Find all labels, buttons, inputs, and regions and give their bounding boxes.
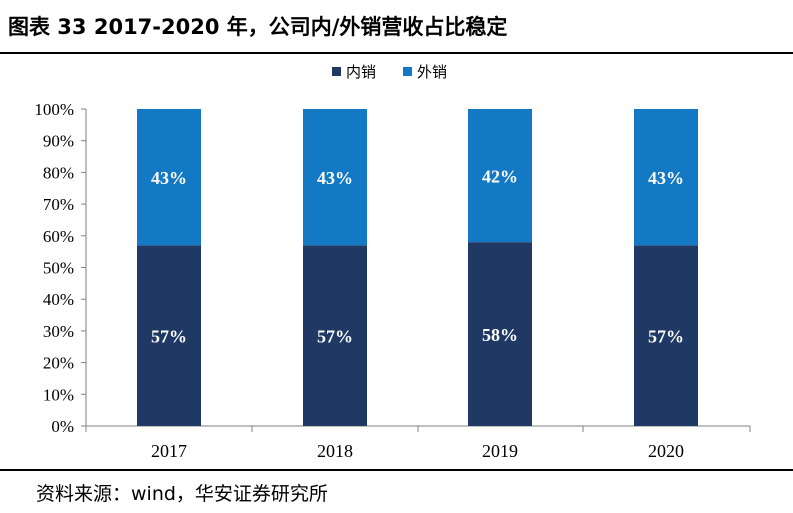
y-tick-label: 0% <box>51 417 74 436</box>
x-tick-label: 2018 <box>317 441 353 461</box>
bar-domestic <box>468 242 532 426</box>
bar-export <box>634 109 698 246</box>
y-tick-label: 70% <box>43 195 74 214</box>
chart-title: 图表 33 2017-2020 年，公司内/外销营收占比稳定 <box>8 15 508 39</box>
y-tick-label: 90% <box>43 132 74 151</box>
bar-domestic <box>137 245 201 426</box>
data-label-domestic: 57% <box>317 327 353 347</box>
bar-export <box>468 109 532 243</box>
data-label-export: 42% <box>482 167 518 187</box>
data-label-domestic: 58% <box>482 325 518 345</box>
y-tick-label: 10% <box>43 385 74 404</box>
bar-export <box>137 109 201 246</box>
source-rule <box>0 469 793 471</box>
data-label-export: 43% <box>317 168 353 188</box>
data-label-domestic: 57% <box>151 327 187 347</box>
y-tick-label: 100% <box>34 100 74 119</box>
y-tick-label: 80% <box>43 163 74 182</box>
y-tick-label: 30% <box>43 322 74 341</box>
legend-label-export: 外销 <box>417 63 447 81</box>
y-tick-label: 20% <box>43 354 74 373</box>
data-label-domestic: 57% <box>648 327 684 347</box>
y-tick-label: 40% <box>43 290 74 309</box>
x-tick-label: 2020 <box>648 441 684 461</box>
data-label-export: 43% <box>151 168 187 188</box>
bar-domestic <box>303 245 367 426</box>
bar-export <box>303 109 367 246</box>
x-tick-label: 2019 <box>482 441 518 461</box>
bar-domestic <box>634 245 698 426</box>
y-tick-label: 60% <box>43 227 74 246</box>
source-note: 资料来源：wind，华安证券研究所 <box>36 483 328 505</box>
legend-swatch-export <box>403 67 412 76</box>
x-tick-label: 2017 <box>151 441 187 461</box>
y-tick-label: 50% <box>43 259 74 278</box>
legend-swatch-domestic <box>332 67 341 76</box>
legend-label-domestic: 内销 <box>346 63 376 81</box>
data-label-export: 43% <box>648 168 684 188</box>
title-rule <box>0 52 793 54</box>
